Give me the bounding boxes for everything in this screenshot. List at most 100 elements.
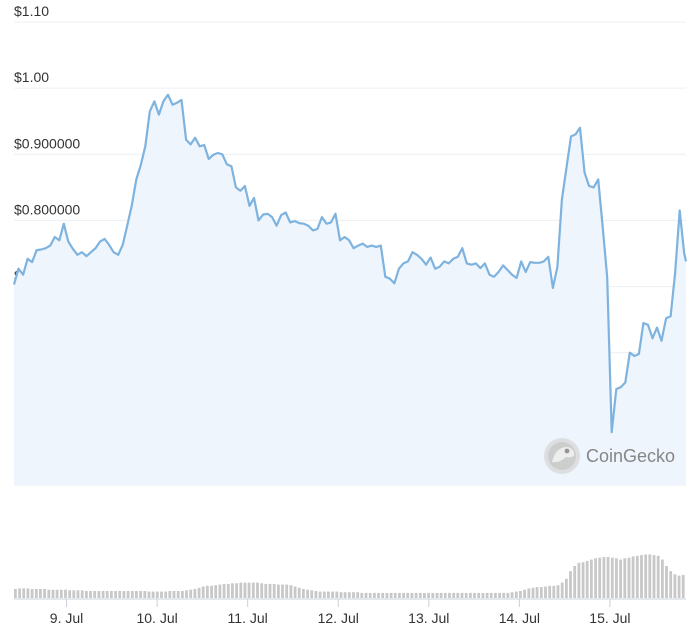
volume-bar xyxy=(623,558,627,598)
volume-bar xyxy=(439,592,443,598)
volume-bar xyxy=(364,592,368,598)
volume-bar xyxy=(34,589,38,598)
volume-bar xyxy=(473,592,476,598)
coingecko-watermark: CoinGecko xyxy=(544,438,675,474)
volume-bar xyxy=(585,560,589,598)
volume-bar xyxy=(239,582,243,598)
x-axis-ticks xyxy=(66,599,611,607)
volume-bar xyxy=(560,582,564,598)
volume-bar xyxy=(402,592,405,598)
volume-bar xyxy=(218,584,222,598)
volume-bar xyxy=(80,590,84,598)
volume-bar xyxy=(385,592,389,598)
volume-bar xyxy=(373,592,376,598)
volume-bar xyxy=(85,591,88,598)
volume-bar xyxy=(456,592,460,598)
volume-bar xyxy=(514,591,518,598)
volume-bar xyxy=(410,592,414,598)
x-tick-label: 11. Jul xyxy=(228,610,268,626)
volume-bar xyxy=(222,583,226,598)
volume-bar xyxy=(101,591,105,598)
volume-bar xyxy=(347,592,351,598)
volume-bar xyxy=(598,557,602,598)
volume-bar xyxy=(264,583,268,598)
volume-bar xyxy=(631,556,635,598)
volume-bar xyxy=(648,554,652,598)
watermark-text: CoinGecko xyxy=(586,446,675,466)
x-tick-label: 12. Jul xyxy=(318,610,359,626)
y-tick-label: $1.00 xyxy=(14,69,49,85)
volume-bar xyxy=(64,589,67,598)
volume-bar xyxy=(272,583,276,598)
volume-bar xyxy=(139,591,142,598)
volume-bar xyxy=(126,591,130,598)
y-tick-label: $0.800000 xyxy=(14,201,80,217)
volume-bar xyxy=(172,591,176,598)
price-line xyxy=(12,93,688,434)
volume-bar xyxy=(494,592,497,598)
volume-bar xyxy=(506,592,510,598)
volume-bar xyxy=(256,582,259,598)
volume-bar xyxy=(368,592,372,598)
volume-bar xyxy=(531,587,535,598)
volume-bar xyxy=(22,588,26,598)
volume-bar xyxy=(89,591,92,598)
volume-bar xyxy=(105,591,109,598)
volume-bar xyxy=(615,558,618,598)
x-tick-label: 14. Jul xyxy=(499,610,540,626)
volume-bar xyxy=(314,591,318,598)
volume-bar xyxy=(656,555,660,598)
volume-bar xyxy=(398,592,401,598)
volume-bar xyxy=(339,592,343,598)
volume-bar xyxy=(573,566,577,598)
volume-bar xyxy=(661,559,664,598)
volume-bar xyxy=(122,591,126,598)
volume-bar xyxy=(226,583,230,598)
volume-bar xyxy=(640,555,643,598)
volume-bar xyxy=(677,575,681,598)
volume-bar xyxy=(414,592,418,598)
volume-bar xyxy=(381,592,385,598)
volume-bar xyxy=(185,590,188,598)
volume-bar xyxy=(235,583,238,598)
volume-bar xyxy=(306,589,309,598)
x-tick-label: 10. Jul xyxy=(136,610,177,626)
volume-bar xyxy=(552,585,556,598)
volume-bar xyxy=(151,591,155,598)
volume-bar xyxy=(523,589,526,598)
volume-bar xyxy=(135,591,138,598)
volume-bar xyxy=(164,591,168,598)
volume-bar xyxy=(435,592,439,598)
volume-bar xyxy=(206,585,209,598)
volume-bar xyxy=(581,562,585,598)
volume-bar xyxy=(260,583,264,598)
volume-bar xyxy=(389,592,393,598)
volume-bar xyxy=(285,584,289,598)
volume-bar xyxy=(510,592,514,598)
volume-bar xyxy=(594,558,597,598)
volume-bar xyxy=(343,592,347,598)
volume-bar xyxy=(548,585,552,598)
volume-bar xyxy=(51,589,55,598)
volume-bar xyxy=(59,589,63,598)
volume-bar xyxy=(72,590,76,598)
volume-bar xyxy=(539,587,543,598)
volume-bars xyxy=(14,554,685,598)
volume-bar xyxy=(118,591,122,598)
y-tick-label: $0.900000 xyxy=(14,135,80,151)
volume-bar xyxy=(669,571,673,598)
volume-bar xyxy=(331,591,334,598)
volume-bar xyxy=(181,591,184,598)
volume-bar xyxy=(251,582,255,598)
volume-bar xyxy=(673,574,677,598)
volume-bar xyxy=(55,589,59,598)
volume-bar xyxy=(39,589,42,598)
volume-bar xyxy=(302,589,305,598)
volume-bar xyxy=(247,582,251,598)
gecko-logo-icon xyxy=(544,438,580,474)
volume-bar xyxy=(214,585,218,598)
volume-bar xyxy=(335,591,339,598)
volume-bar xyxy=(155,591,159,598)
volume-bar xyxy=(160,591,163,598)
